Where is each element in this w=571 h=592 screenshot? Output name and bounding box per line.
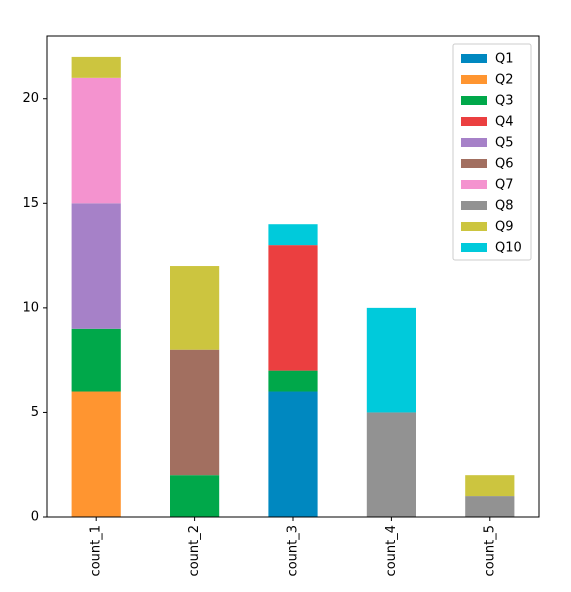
x-tick-label: count_3 (286, 525, 301, 576)
bar-count_3-Q10 (268, 224, 318, 246)
legend-swatch-Q2 (461, 75, 487, 84)
legend-swatch-Q6 (461, 159, 487, 168)
bar-count_2-Q6 (170, 349, 220, 476)
bar-count_1-Q5 (71, 203, 121, 329)
bar-count_1-Q9 (71, 56, 121, 78)
bar-count_5-Q9 (465, 475, 515, 497)
bar-count_2-Q9 (170, 266, 220, 350)
legend-swatch-Q3 (461, 96, 487, 105)
bars-layer (71, 56, 515, 517)
legend-swatch-Q4 (461, 117, 487, 126)
legend-swatch-Q7 (461, 180, 487, 189)
y-tick-label: 15 (22, 196, 39, 211)
legend-label-Q5: Q5 (495, 136, 514, 151)
bar-count_1-Q2 (71, 391, 121, 517)
legend-label-Q9: Q9 (495, 220, 514, 235)
legend: Q1 Q2 Q3 Q4 Q5 Q6 Q7 Q8 Q9 Q10 (452, 43, 532, 261)
bar-count_3-Q4 (268, 245, 318, 371)
plot-frame (46, 35, 540, 518)
y-tick-label: 0 (31, 510, 39, 525)
legend-label-Q10: Q10 (495, 241, 522, 256)
y-tick-label: 10 (22, 300, 39, 315)
legend-swatch-Q10 (461, 243, 487, 252)
legend-swatch-Q1 (461, 54, 487, 63)
legend-label-Q2: Q2 (495, 73, 514, 88)
legend-label-Q7: Q7 (495, 178, 514, 193)
bar-count_2-Q3 (170, 475, 220, 517)
bar-count_4-Q8 (366, 412, 416, 517)
x-tick-label: count_4 (384, 525, 399, 576)
bar-count_4-Q10 (366, 307, 416, 413)
bar-count_1-Q7 (71, 77, 121, 204)
legend-label-Q4: Q4 (495, 115, 514, 130)
legend-label-Q8: Q8 (495, 199, 514, 214)
x-tick-label: count_5 (482, 525, 497, 576)
axes-layer: count_1 count_2 count_3 count_4 count_5 0 5 10 1… (22, 91, 497, 576)
bar-count_3-Q1 (268, 391, 318, 517)
legend-swatch-Q9 (461, 222, 487, 231)
legend-label-Q1: Q1 (495, 52, 514, 67)
x-tick-label: count_1 (89, 525, 104, 576)
x-tick-label: count_2 (187, 525, 202, 576)
legend-label-Q6: Q6 (495, 157, 514, 172)
y-tick-label: 5 (31, 405, 39, 420)
bar-count_3-Q3 (268, 370, 318, 392)
bar-count_5-Q8 (465, 496, 515, 517)
bar-count_1-Q3 (71, 328, 121, 392)
legend-swatch-Q5 (461, 138, 487, 147)
legend-swatch-Q8 (461, 201, 487, 210)
legend-label-Q3: Q3 (495, 94, 514, 109)
y-tick-label: 20 (22, 91, 39, 106)
